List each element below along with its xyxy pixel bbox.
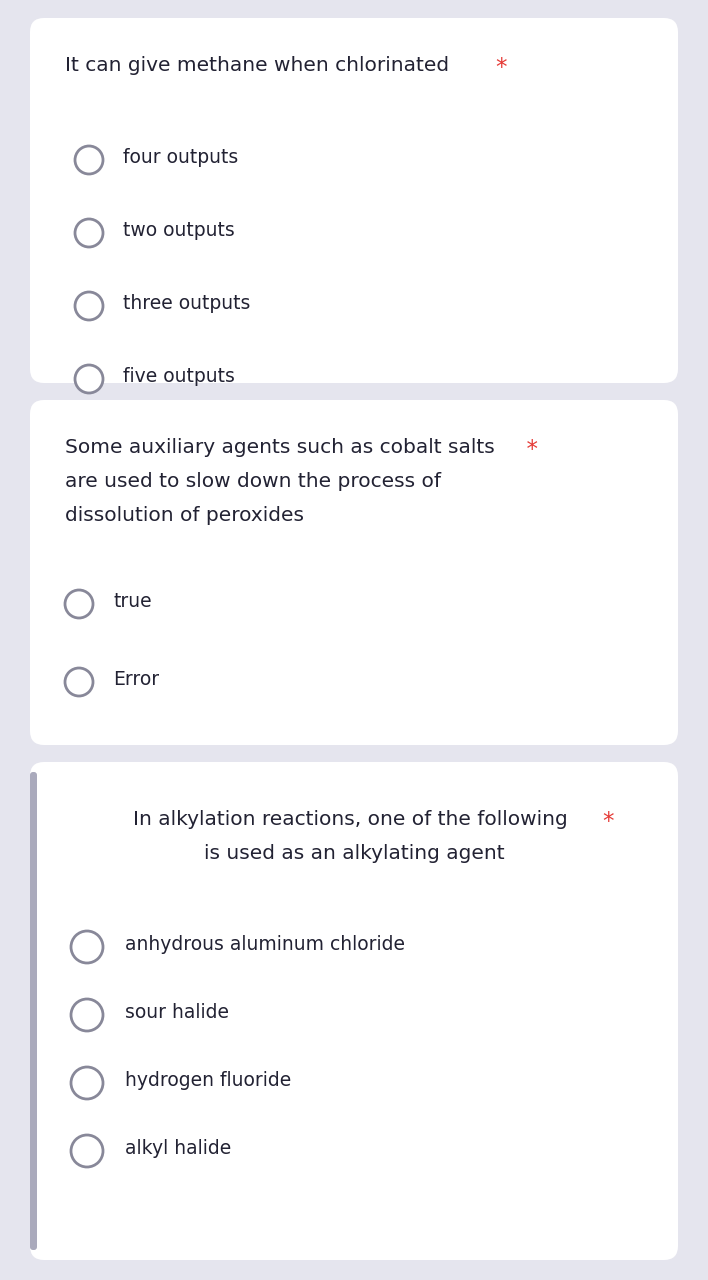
Text: four outputs: four outputs [123,148,239,166]
Text: Error: Error [113,669,159,689]
FancyBboxPatch shape [30,18,678,383]
Circle shape [71,1135,103,1167]
Text: two outputs: two outputs [123,221,235,241]
Text: are used to slow down the process of: are used to slow down the process of [65,472,441,492]
Text: sour halide: sour halide [125,1004,229,1021]
Circle shape [75,219,103,247]
Text: three outputs: three outputs [123,294,251,314]
FancyBboxPatch shape [30,399,678,745]
FancyBboxPatch shape [30,762,678,1260]
Text: *: * [602,810,614,833]
Circle shape [75,292,103,320]
Circle shape [71,931,103,963]
Circle shape [65,668,93,696]
Text: five outputs: five outputs [123,367,235,387]
Text: true: true [113,591,152,611]
Text: dissolution of peroxides: dissolution of peroxides [65,506,304,525]
Text: is used as an alkylating agent: is used as an alkylating agent [204,844,504,863]
Text: Some auxiliary agents such as cobalt salts: Some auxiliary agents such as cobalt sal… [65,438,495,457]
Text: In alkylation reactions, one of the following: In alkylation reactions, one of the foll… [133,810,575,829]
Circle shape [75,365,103,393]
Circle shape [75,146,103,174]
Circle shape [71,998,103,1030]
Text: anhydrous aluminum chloride: anhydrous aluminum chloride [125,934,405,954]
Text: hydrogen fluoride: hydrogen fluoride [125,1071,291,1091]
Text: It can give methane when chlorinated: It can give methane when chlorinated [65,56,455,76]
Circle shape [71,1068,103,1100]
Circle shape [65,590,93,618]
FancyBboxPatch shape [30,772,37,1251]
Text: *: * [512,438,538,461]
Text: *: * [495,56,506,79]
Text: alkyl halide: alkyl halide [125,1139,232,1158]
